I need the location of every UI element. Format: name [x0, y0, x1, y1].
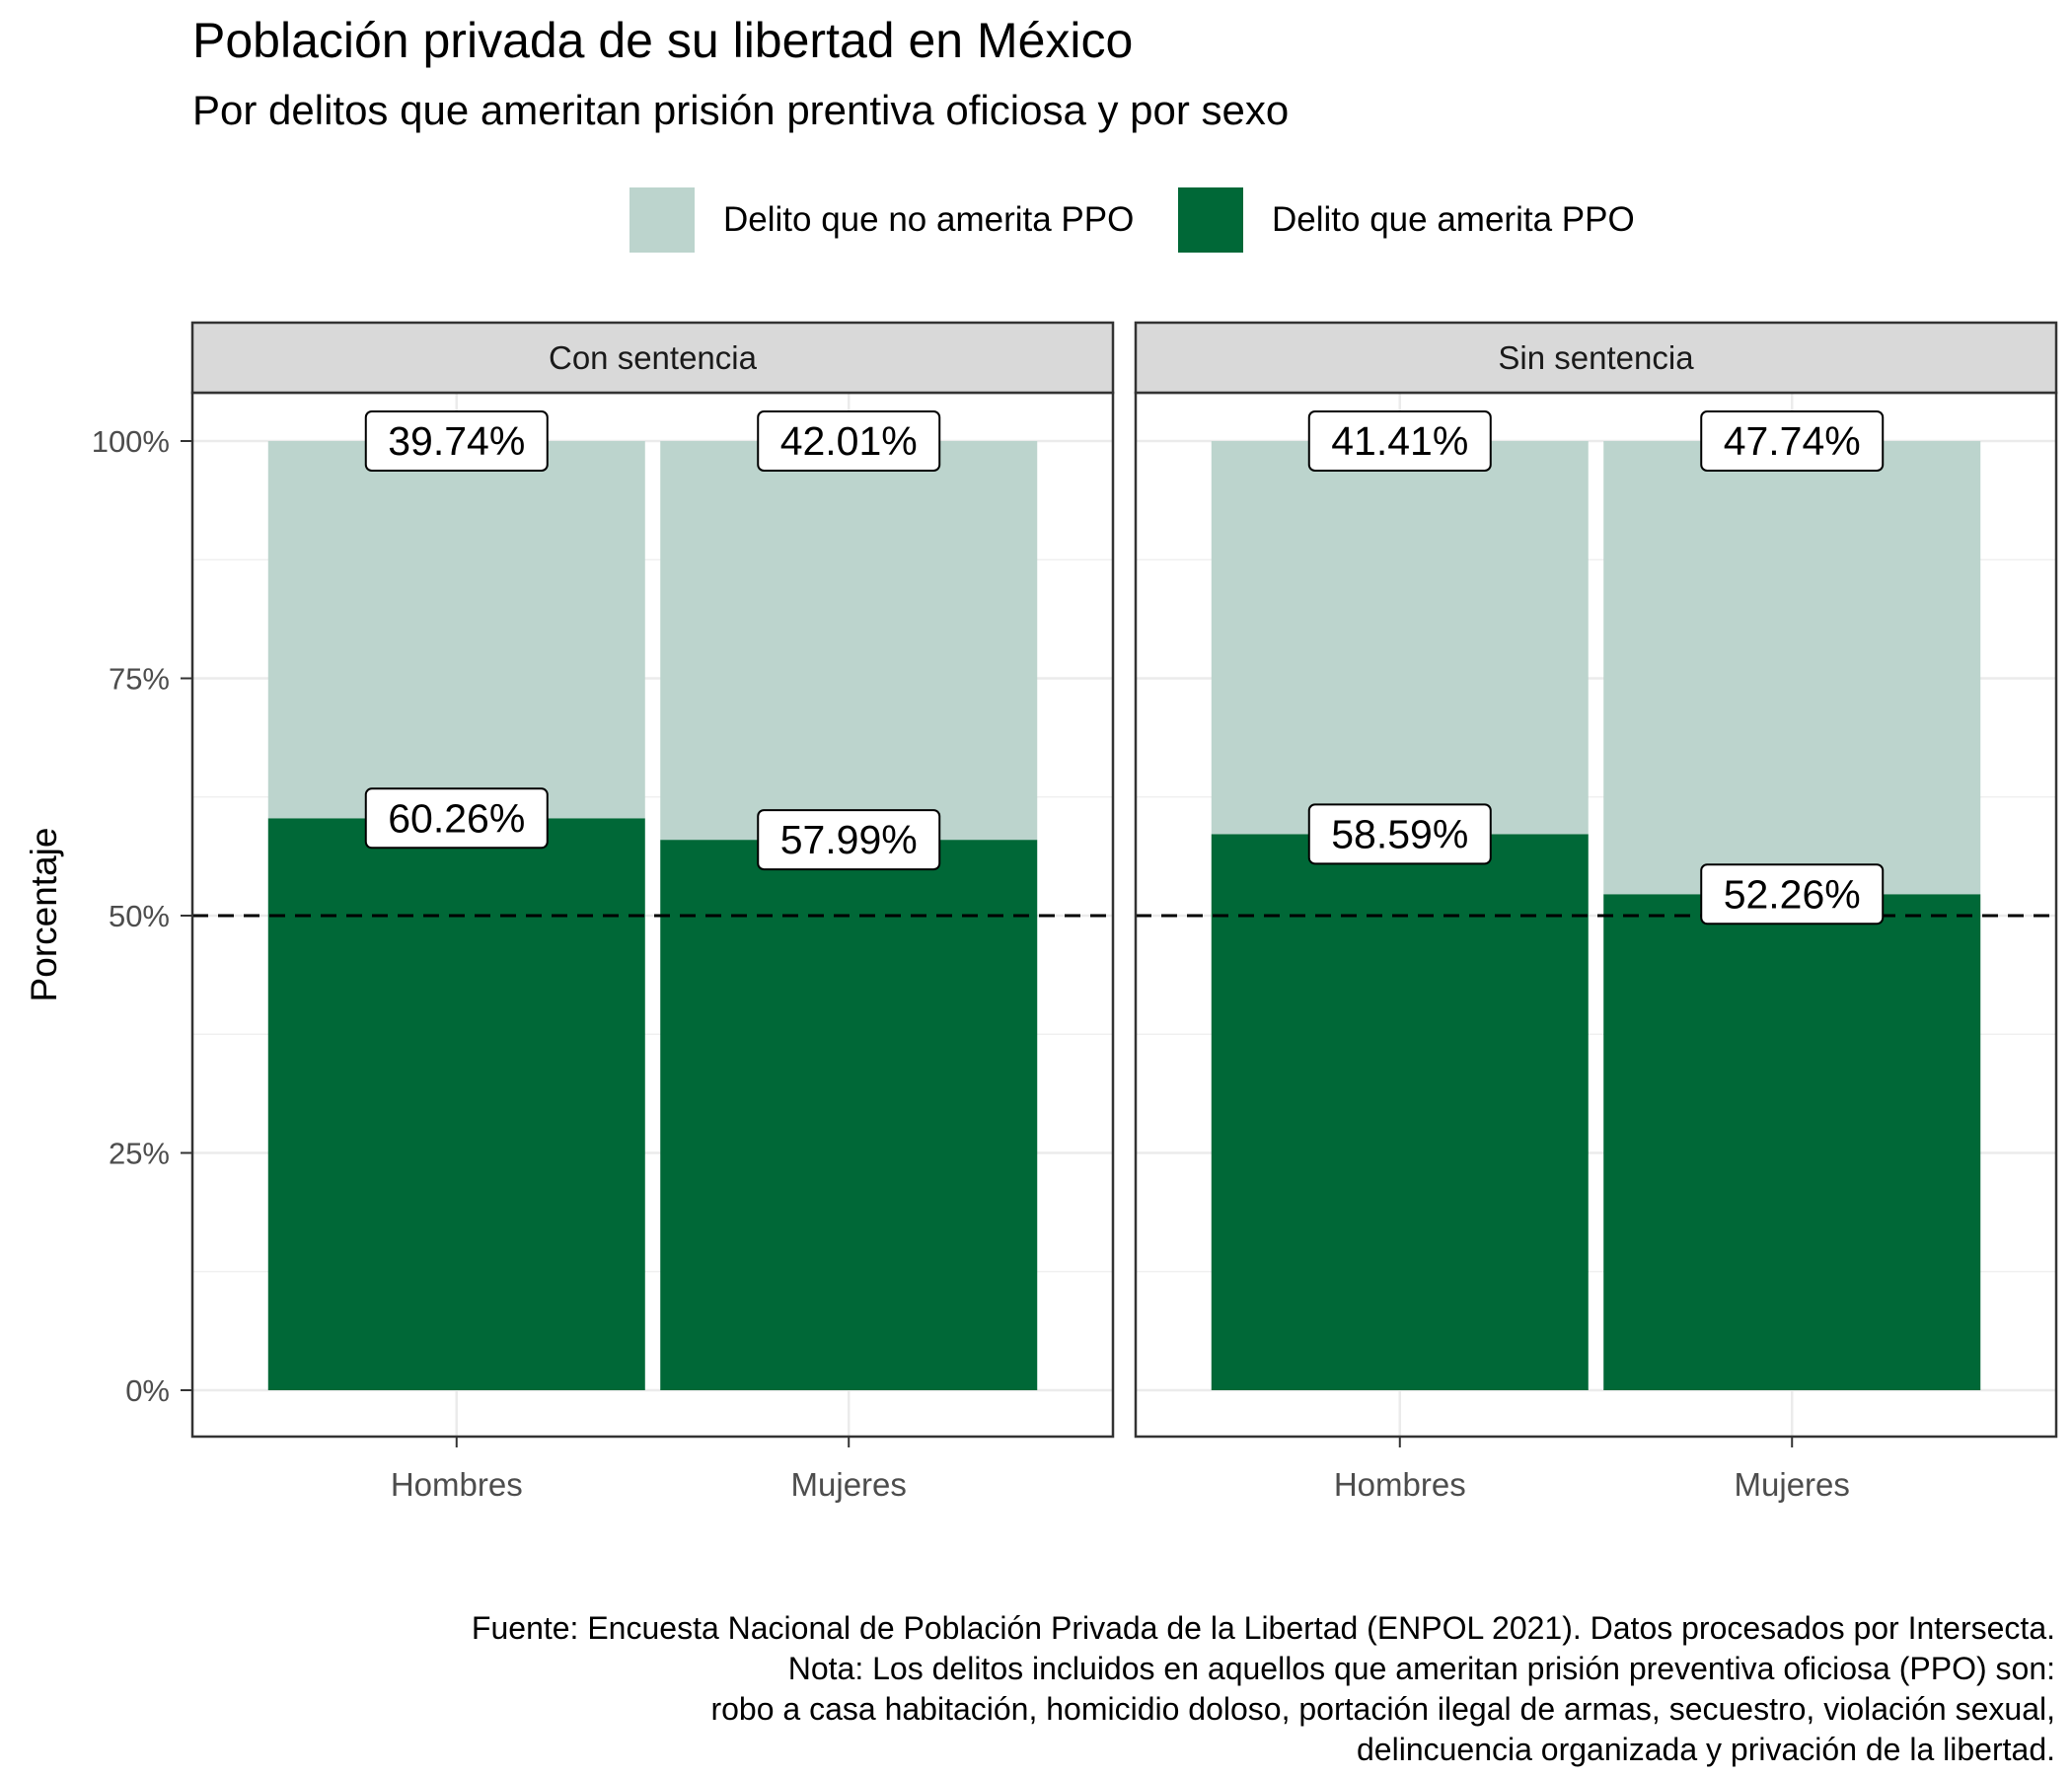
- data-label-ppo: 52.26%: [1724, 871, 1861, 917]
- data-label-no-ppo: 47.74%: [1724, 418, 1861, 464]
- legend-key-ppo: [1178, 187, 1243, 253]
- legend-label-no-ppo: Delito que no amerita PPO: [723, 200, 1135, 239]
- data-label-no-ppo: 42.01%: [780, 418, 918, 464]
- caption-note: Nota: Los delitos incluidos en aquellos …: [787, 1651, 2055, 1686]
- caption-note-crimes: robo a casa habitación, homicidio doloso…: [710, 1691, 2055, 1727]
- y-tick-label: 0%: [125, 1373, 170, 1408]
- y-axis-title: Porcentaje: [24, 828, 64, 1002]
- bar-ppo: [1603, 894, 1981, 1390]
- caption-note-crimes-end: delincuencia organizada y privación de l…: [1357, 1732, 2055, 1767]
- data-label-no-ppo: 41.41%: [1331, 418, 1468, 464]
- data-label-no-ppo-box: [1700, 410, 1885, 472]
- x-tick-label: Mujeres: [791, 1466, 907, 1503]
- facet-strip: [1134, 321, 2058, 395]
- legend-key-no-ppo: [629, 187, 695, 253]
- bar-ppo: [267, 818, 645, 1390]
- facet-strip-label: Sin sentencia: [1498, 339, 1694, 376]
- bar-no-ppo: [660, 441, 1038, 841]
- bar-no-ppo: [1603, 441, 1981, 895]
- y-tick-label: 50%: [109, 899, 170, 933]
- data-label-no-ppo: 39.74%: [388, 418, 525, 464]
- x-tick-label: Hombres: [391, 1466, 523, 1503]
- data-label-ppo-box: [757, 809, 941, 871]
- bar-ppo: [1211, 834, 1589, 1390]
- caption: Fuente: Encuesta Nacional de Población P…: [472, 1608, 2055, 1770]
- data-label-ppo: 58.59%: [1331, 811, 1468, 856]
- chart-title: Población privada de su libertad en Méxi…: [192, 13, 1134, 68]
- data-label-ppo: 57.99%: [780, 817, 918, 862]
- data-label-no-ppo-box: [1307, 410, 1492, 472]
- facet-strip-label: Con sentencia: [549, 339, 758, 376]
- data-label-ppo: 60.26%: [388, 795, 525, 841]
- data-label-no-ppo-box: [757, 410, 941, 472]
- legend: Delito que no amerita PPO Delito que ame…: [0, 187, 2072, 253]
- data-label-no-ppo-box: [364, 410, 549, 472]
- legend-label-ppo: Delito que amerita PPO: [1272, 200, 1635, 239]
- facet-strip: [190, 321, 1115, 395]
- bar-no-ppo: [1211, 441, 1589, 835]
- y-tick-label: 100%: [92, 424, 170, 459]
- y-tick-label: 25%: [109, 1137, 170, 1171]
- y-tick-label: 75%: [109, 662, 170, 697]
- legend-item-no-ppo: Delito que no amerita PPO: [629, 187, 1134, 253]
- bar-ppo: [660, 840, 1038, 1390]
- data-label-ppo-box: [1307, 803, 1492, 865]
- chart-subtitle: Por delitos que ameritan prisión prentiv…: [192, 87, 1290, 133]
- x-tick-label: Hombres: [1334, 1466, 1466, 1503]
- bar-no-ppo: [267, 441, 645, 819]
- data-label-ppo-box: [364, 787, 549, 850]
- caption-source: Fuente: Encuesta Nacional de Población P…: [471, 1610, 2055, 1646]
- x-tick-label: Mujeres: [1735, 1466, 1850, 1503]
- legend-item-ppo: Delito que amerita PPO: [1178, 187, 1635, 253]
- data-label-ppo-box: [1700, 863, 1885, 925]
